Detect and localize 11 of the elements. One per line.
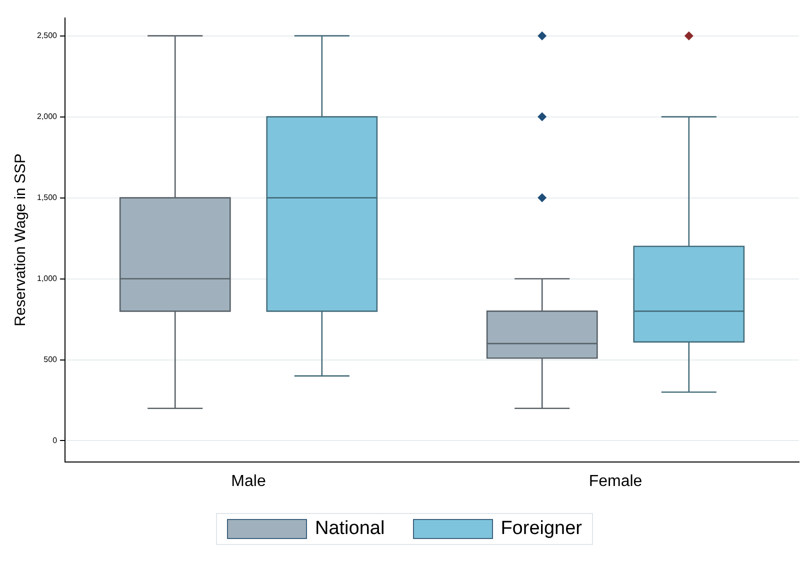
y-axis-title: Reservation Wage in SSP [12, 153, 30, 326]
legend-label: Foreigner [500, 518, 582, 540]
y-tick-label: 1,500 [36, 192, 58, 202]
y-tick-label: 0 [52, 436, 58, 445]
y-tick-label: 500 [44, 354, 58, 364]
legend-label: National [314, 518, 385, 540]
x-tick-label: Female [588, 472, 642, 490]
y-tick-label: 2,000 [36, 112, 58, 122]
x-tick-label: Male [231, 472, 266, 490]
y-tick-label: 1,000 [36, 274, 58, 283]
y-tick-label: 2,500 [36, 31, 58, 40]
